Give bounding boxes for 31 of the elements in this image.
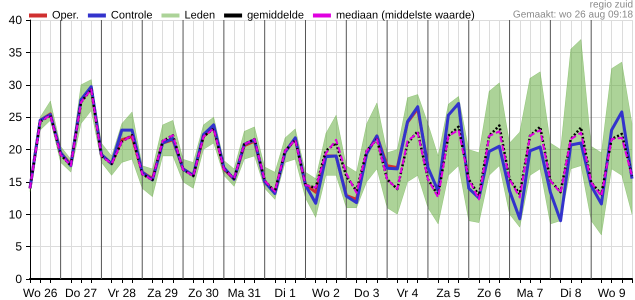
x-tick-label: Ma 31	[228, 286, 262, 300]
x-tick-label: Zo 6	[477, 286, 502, 300]
x-tick-label: Wo 2	[312, 286, 340, 300]
text: Gemaakt: wo 26 aug 09:18	[512, 10, 634, 20]
legend-label: mediaan (middelste waarde)	[336, 10, 475, 22]
y-tick-label: 25	[8, 110, 22, 124]
x-tick-label: Wo 9	[598, 286, 626, 300]
x-tick-label: Za 29	[147, 286, 178, 300]
x-tick-label: Do 27	[65, 286, 98, 300]
y-tick-label: 40	[8, 13, 22, 27]
legend-label: Leden	[184, 10, 216, 22]
y-tick-label: 5	[15, 240, 22, 254]
x-tick-label: Ma 7	[516, 286, 544, 300]
y-tick-label: 30	[8, 78, 22, 92]
y-tick-label: 0	[15, 272, 22, 286]
x-tick-label: Wo 26	[22, 286, 58, 300]
y-tick-label: 10	[8, 207, 22, 222]
text: regio zuid	[590, 0, 633, 10]
legend-label: Oper.	[52, 10, 79, 22]
y-tick-label: 20	[8, 142, 22, 156]
legend-label: gemiddelde	[247, 10, 304, 22]
x-tick-label: Za 5	[436, 286, 461, 300]
x-tick-label: Di 8	[560, 286, 582, 300]
legend-label: Controle	[110, 10, 152, 22]
x-tick-label: Vr 4	[396, 286, 419, 300]
x-tick-label: Vr 28	[108, 286, 136, 300]
x-tick-label: Zo 30	[188, 286, 220, 300]
y-tick-label: 15	[8, 174, 22, 189]
x-tick-label: Di 1	[274, 286, 296, 300]
y-tick-label: 35	[8, 45, 22, 60]
x-tick-label: Do 3	[354, 286, 380, 300]
